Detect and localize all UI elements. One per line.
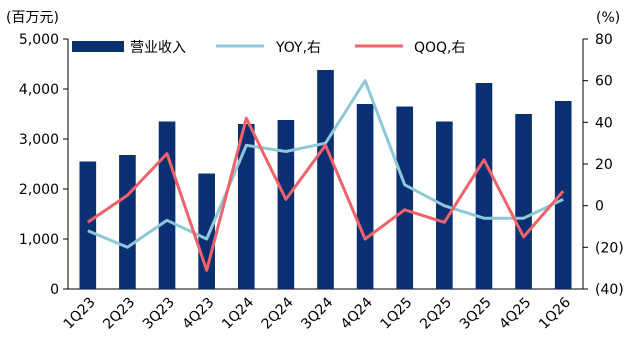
bar-revenue	[396, 106, 414, 289]
left-tick-label: 0	[50, 282, 59, 298]
x-tick-label: 1Q25	[378, 295, 416, 333]
x-tick-label: 4Q23	[179, 295, 217, 333]
left-tick-label: 3,000	[19, 132, 59, 148]
right-tick-label: (40)	[595, 282, 624, 298]
x-tick-label: 4Q25	[496, 295, 534, 333]
right-tick-label: 20	[595, 157, 613, 173]
left-axis-unit: (百万元)	[6, 10, 59, 26]
left-tick-label: 2,000	[19, 182, 59, 198]
bar-revenue	[554, 101, 572, 289]
left-tick-label: 1,000	[19, 232, 59, 248]
bar-revenue	[475, 83, 493, 289]
right-tick-label: 0	[595, 199, 604, 215]
x-tick-label: 1Q23	[61, 295, 99, 333]
x-tick-label: 3Q25	[457, 295, 495, 333]
bar-revenue	[356, 104, 374, 289]
lines	[86, 79, 565, 272]
x-tick-label: 1Q24	[219, 294, 257, 332]
bar-revenue	[277, 120, 295, 289]
bar-revenue	[79, 161, 97, 289]
legend-label-qoq: QOQ,右	[414, 40, 466, 56]
x-tick-label: 3Q23	[140, 295, 178, 333]
bar-revenue	[158, 121, 176, 289]
left-tick-label: 4,000	[19, 82, 59, 98]
x-tick-label: 3Q24	[298, 294, 336, 332]
legend-label-yoy: YOY,右	[275, 40, 321, 56]
bar-revenue	[119, 155, 136, 289]
left-tick-label: 5,000	[19, 32, 59, 48]
x-tick-label: 1Q26	[536, 294, 574, 332]
x-tick-label: 2Q23	[100, 295, 138, 333]
x-tick-label: 2Q24	[259, 294, 297, 332]
legend-label-revenue: 营业收入	[130, 40, 186, 56]
bar-revenue	[317, 70, 334, 289]
bar-revenue	[515, 114, 532, 289]
right-tick-label: (20)	[595, 240, 624, 256]
bar-revenue	[237, 124, 255, 289]
right-axis-unit: (%)	[596, 10, 620, 26]
right-tick-label: 60	[595, 74, 613, 90]
right-tick-label: 80	[595, 32, 613, 48]
x-tick-label: 2Q25	[417, 295, 455, 333]
x-tick-label: 4Q24	[338, 294, 376, 332]
bars	[79, 70, 572, 289]
legend-swatch-revenue	[72, 41, 124, 52]
legend: 营业收入 YOY,右 QOQ,右	[72, 40, 466, 56]
right-tick-label: 40	[595, 115, 613, 131]
x-tick-labels: 1Q23 2Q23 3Q23 4Q23 1Q24 2Q24 3Q24 4Q24 1Q25 2Q25…	[61, 294, 574, 332]
